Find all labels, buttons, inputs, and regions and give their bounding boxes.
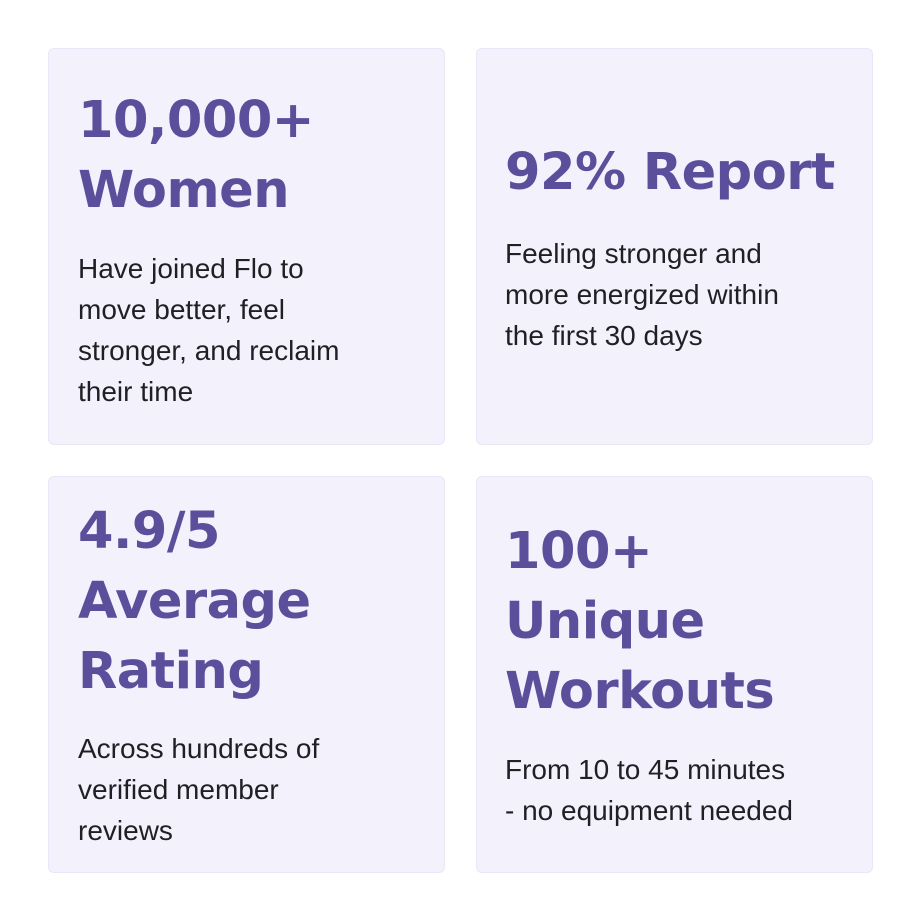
stat-title-line: 92% Report xyxy=(505,143,835,202)
stat-description-line: more energized within xyxy=(505,279,779,310)
stat-title-line: Unique xyxy=(505,592,705,651)
stat-description: Across hundreds of verified member revie… xyxy=(78,728,319,851)
stat-title-line: Average xyxy=(78,572,311,631)
stat-card-report-percentage: 92% Report Feeling stronger and more ene… xyxy=(476,48,873,445)
stat-title-line: Rating xyxy=(78,642,264,701)
stat-description-line: the first 30 days xyxy=(505,320,703,351)
stat-title: 100+ Unique Workouts xyxy=(505,517,775,727)
stat-title: 92% Report xyxy=(505,138,835,208)
stat-description: From 10 to 45 minutes - no equipment nee… xyxy=(505,749,793,831)
stat-title-line: Women xyxy=(78,161,290,220)
stat-description-line: Feeling stronger and xyxy=(505,238,762,269)
stat-description-line: - no equipment needed xyxy=(505,795,793,826)
stat-card-unique-workouts: 100+ Unique Workouts From 10 to 45 minut… xyxy=(476,476,873,873)
stat-description-line: reviews xyxy=(78,815,173,846)
stat-description-line: Across hundreds of xyxy=(78,733,320,764)
stat-title: 4.9/5 Average Rating xyxy=(78,497,311,707)
stat-title-line: Workouts xyxy=(505,662,775,721)
stat-title: 10,000+ Women xyxy=(78,86,315,226)
stat-description-line: their time xyxy=(78,376,194,407)
stat-card-average-rating: 4.9/5 Average Rating Across hundreds of … xyxy=(48,476,445,873)
stat-description: Have joined Flo to move better, feel str… xyxy=(78,248,339,412)
stat-title-line: 4.9/5 xyxy=(78,502,220,561)
stat-title-line: 100+ xyxy=(505,522,653,581)
stat-description: Feeling stronger and more energized with… xyxy=(505,233,779,356)
stat-description-line: verified member xyxy=(78,774,279,805)
stat-title-line: 10,000+ xyxy=(78,91,315,150)
stat-description-line: From 10 to 45 minutes xyxy=(505,754,786,785)
stat-description-line: stronger, and reclaim xyxy=(78,335,340,366)
stat-description-line: Have joined Flo to xyxy=(78,253,304,284)
stat-description-line: move better, feel xyxy=(78,294,286,325)
stat-card-women-joined: 10,000+ Women Have joined Flo to move be… xyxy=(48,48,445,445)
